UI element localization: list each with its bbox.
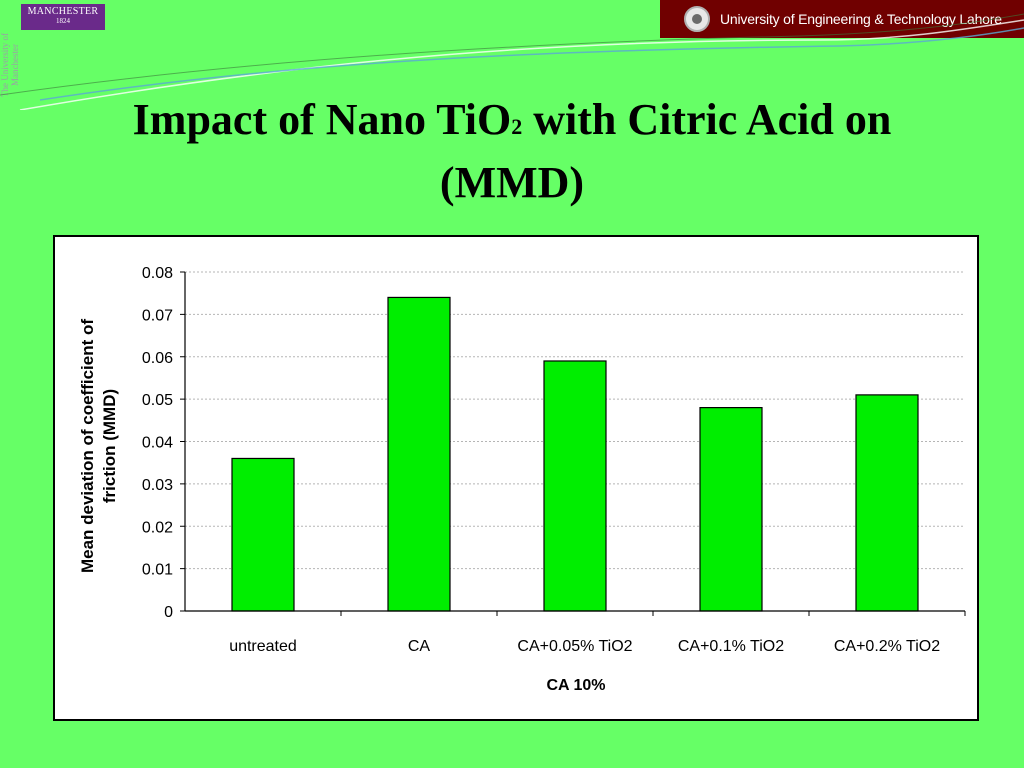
y-tick-label: 0.08 <box>142 265 173 282</box>
bar <box>387 296 451 612</box>
manchester-logo: MANCHESTER 1824 <box>21 4 105 30</box>
y-axis-label-line2: friction (MMD) <box>100 389 119 503</box>
y-tick-label: 0.06 <box>142 350 173 367</box>
title-part1: Impact of Nano TiO <box>132 95 512 144</box>
y-tick-label: 0.03 <box>142 477 173 494</box>
manchester-logo-year: 1824 <box>56 17 70 25</box>
decorative-swoosh <box>0 13 1024 110</box>
bar <box>543 360 607 612</box>
bar <box>699 407 763 612</box>
y-axis-label-line1: Mean deviation of coefficient of <box>78 319 97 573</box>
chart-frame <box>53 235 979 721</box>
x-category-label: CA+0.05% TiO2 <box>517 638 632 655</box>
y-tick-label: 0.02 <box>142 519 173 536</box>
y-tick-label: 0 <box>164 604 173 621</box>
uet-seal-icon <box>684 6 710 32</box>
slide-title: Impact of Nano TiO2 with Citric Acid on … <box>0 92 1024 211</box>
x-axis-label: CA 10% <box>547 677 606 694</box>
title-subscript: 2 <box>511 114 523 139</box>
bar <box>231 457 295 612</box>
uet-banner: University of Engineering & Technology L… <box>660 0 1024 38</box>
uet-banner-text: University of Engineering & Technology L… <box>720 11 1002 27</box>
x-category-label: CA <box>408 638 431 655</box>
bar-layer <box>231 296 919 612</box>
y-tick-label: 0.05 <box>142 392 173 409</box>
title-part2: with Citric Acid on <box>522 95 892 144</box>
bar <box>855 394 919 612</box>
x-category-label: CA+0.2% TiO2 <box>834 638 940 655</box>
axis-layer <box>180 271 966 616</box>
y-tick-label: 0.07 <box>142 307 173 324</box>
x-category-label: untreated <box>229 638 297 655</box>
x-category-label: CA+0.1% TiO2 <box>678 638 784 655</box>
title-line2: (MMD) <box>439 158 585 207</box>
manchester-logo-name: MANCHESTER <box>27 6 99 17</box>
label-layer: 0 0.01 0.02 0.03 0.04 0.05 0.06 0.07 0.08 untreat… <box>142 265 940 655</box>
y-tick-label: 0.04 <box>142 435 173 452</box>
y-tick-label: 0.01 <box>142 562 173 579</box>
